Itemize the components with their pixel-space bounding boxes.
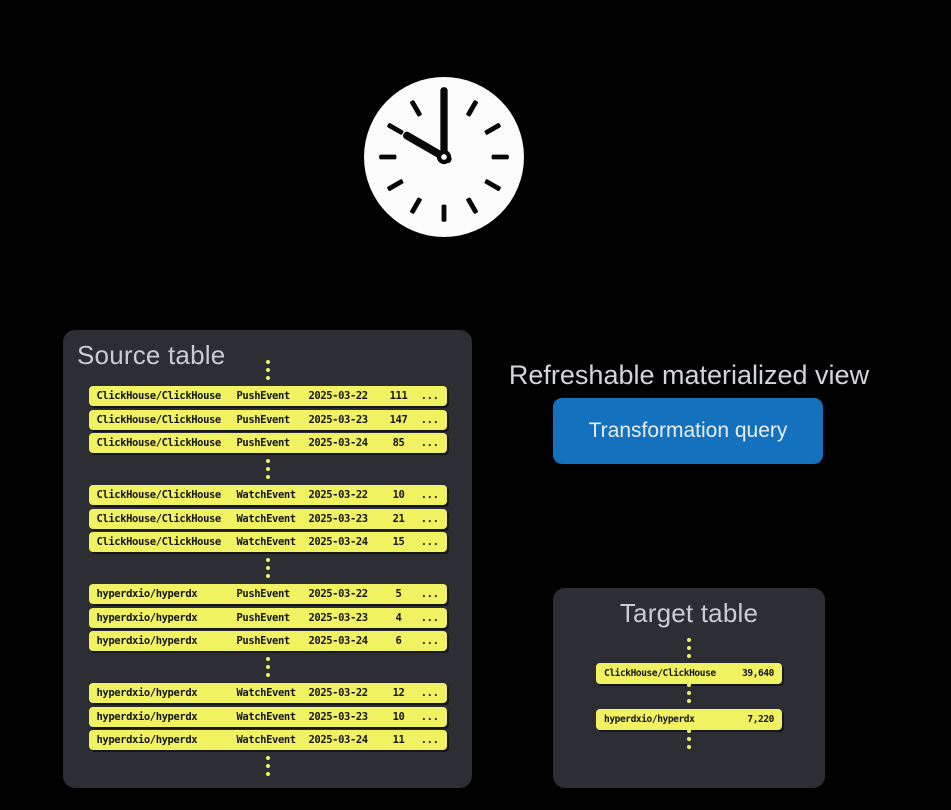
- cell-date: 2025-03-24: [308, 437, 369, 449]
- cell-date: 2025-03-22: [308, 489, 369, 501]
- materialized-view-label: Refreshable materialized view: [508, 360, 870, 390]
- ellipsis-dots: [687, 683, 691, 703]
- table-row: hyperdxio/hyperdx WatchEvent 2025-03-23 …: [88, 706, 447, 727]
- cell-count: 21: [392, 512, 405, 525]
- cell-date: 2025-03-22: [308, 390, 369, 402]
- cell-repo: ClickHouse/ClickHouse: [96, 390, 222, 402]
- ellipsis-dots: [265, 459, 270, 479]
- target-table-panel: Target table ClickHouse/ClickHouse 39,64…: [553, 588, 825, 788]
- table-row: hyperdxio/hyperdx WatchEvent 2025-03-22 …: [88, 683, 447, 703]
- ellipsis-dots: [265, 360, 270, 380]
- ellipsis-dots: [265, 657, 270, 677]
- cell-more: ...: [420, 536, 439, 548]
- cell-event: WatchEvent: [236, 687, 297, 699]
- cell-more: ...: [420, 611, 439, 624]
- ellipsis-dots: [265, 558, 270, 578]
- cell-more: ...: [420, 489, 439, 501]
- cell-event: WatchEvent: [236, 710, 297, 723]
- cell-repo: ClickHouse/ClickHouse: [96, 437, 222, 449]
- table-row: ClickHouse/ClickHouse WatchEvent 2025-03…: [88, 508, 447, 529]
- table-row: hyperdxio/hyperdx 7,220: [596, 709, 782, 730]
- cell-count: 11: [392, 734, 405, 746]
- cell-repo: hyperdxio/hyperdx: [96, 611, 198, 624]
- cell-date: 2025-03-23: [308, 413, 369, 426]
- cell-more: ...: [420, 588, 439, 600]
- cell-date: 2025-03-24: [308, 635, 369, 647]
- ellipsis-dots: [687, 638, 691, 658]
- table-row: hyperdxio/hyperdx WatchEvent 2025-03-24 …: [88, 730, 447, 750]
- cell-date: 2025-03-23: [308, 512, 369, 525]
- cell-date: 2025-03-24: [308, 734, 369, 746]
- cell-repo: hyperdxio/hyperdx: [96, 635, 198, 647]
- table-row: ClickHouse/ClickHouse PushEvent 2025-03-…: [88, 433, 447, 453]
- row-group-clickhouse-pushevent: ClickHouse/ClickHouse PushEvent 2025-03-…: [88, 386, 447, 453]
- cell-repo: ClickHouse/ClickHouse: [96, 512, 222, 525]
- cell-event: WatchEvent: [236, 536, 297, 548]
- cell-repo: ClickHouse/ClickHouse: [96, 536, 222, 548]
- cell-count: 147: [389, 413, 408, 426]
- cell-more: ...: [420, 390, 439, 402]
- cell-more: ...: [420, 413, 439, 426]
- source-table-rows: ClickHouse/ClickHouse PushEvent 2025-03-…: [63, 357, 472, 779]
- table-row: hyperdxio/hyperdx PushEvent 2025-03-23 4…: [88, 607, 447, 628]
- table-row: ClickHouse/ClickHouse 39,640: [596, 663, 782, 684]
- cell-repo: hyperdxio/hyperdx: [96, 710, 198, 723]
- cell-count: 15: [392, 536, 405, 548]
- cell-event: WatchEvent: [236, 512, 297, 525]
- cell-value: 7,220: [747, 714, 774, 725]
- table-row: ClickHouse/ClickHouse WatchEvent 2025-03…: [88, 485, 447, 505]
- source-table-title: Source table: [77, 340, 226, 370]
- cell-repo: hyperdxio/hyperdx: [604, 714, 695, 725]
- cell-count: 6: [395, 635, 402, 647]
- cell-event: PushEvent: [236, 413, 291, 426]
- cell-event: WatchEvent: [236, 489, 297, 501]
- transformation-query-button[interactable]: Transformation query: [553, 398, 823, 464]
- cell-date: 2025-03-23: [308, 611, 369, 624]
- table-row: ClickHouse/ClickHouse WatchEvent 2025-03…: [88, 532, 447, 552]
- cell-event: WatchEvent: [236, 734, 297, 746]
- cell-more: ...: [420, 734, 439, 746]
- cell-repo: ClickHouse/ClickHouse: [96, 413, 222, 426]
- cell-count: 4: [395, 611, 402, 624]
- cell-value: 39,640: [742, 668, 774, 679]
- cell-date: 2025-03-22: [308, 588, 369, 600]
- cell-event: PushEvent: [236, 437, 291, 449]
- table-row: hyperdxio/hyperdx PushEvent 2025-03-22 5…: [88, 584, 447, 604]
- cell-more: ...: [420, 512, 439, 525]
- cell-more: ...: [420, 437, 439, 449]
- cell-repo: hyperdxio/hyperdx: [96, 734, 198, 746]
- cell-more: ...: [420, 687, 439, 699]
- cell-event: PushEvent: [236, 588, 291, 600]
- row-group-hyperdx-watchevent: hyperdxio/hyperdx WatchEvent 2025-03-22 …: [88, 683, 447, 750]
- source-table-panel: Source table ClickHouse/ClickHouse PushE…: [63, 330, 472, 788]
- cell-date: 2025-03-23: [308, 710, 369, 723]
- cell-event: PushEvent: [236, 635, 291, 647]
- cell-event: PushEvent: [236, 611, 291, 624]
- cell-count: 85: [392, 437, 405, 449]
- cell-count: 12: [392, 687, 405, 699]
- row-group-hyperdx-pushevent: hyperdxio/hyperdx PushEvent 2025-03-22 5…: [88, 584, 447, 651]
- table-row: ClickHouse/ClickHouse PushEvent 2025-03-…: [88, 409, 447, 430]
- ellipsis-dots: [265, 756, 270, 776]
- target-table-rows: ClickHouse/ClickHouse 39,640 hyperdxio/h…: [553, 629, 825, 752]
- cell-date: 2025-03-24: [308, 536, 369, 548]
- target-table-title: Target table: [619, 598, 759, 628]
- cell-repo: hyperdxio/hyperdx: [96, 687, 198, 699]
- cell-count: 10: [392, 489, 405, 501]
- cell-more: ...: [420, 635, 439, 647]
- cell-repo: ClickHouse/ClickHouse: [604, 668, 716, 679]
- row-group-clickhouse-watchevent: ClickHouse/ClickHouse WatchEvent 2025-03…: [88, 485, 447, 552]
- cell-count: 111: [389, 390, 408, 402]
- clock-icon: [364, 77, 524, 237]
- cell-repo: hyperdxio/hyperdx: [96, 588, 198, 600]
- cell-count: 5: [395, 588, 402, 600]
- cell-date: 2025-03-22: [308, 687, 369, 699]
- cell-event: PushEvent: [236, 390, 291, 402]
- ellipsis-dots: [687, 729, 691, 749]
- cell-repo: ClickHouse/ClickHouse: [96, 489, 222, 501]
- table-row: hyperdxio/hyperdx PushEvent 2025-03-24 6…: [88, 631, 447, 651]
- cell-more: ...: [420, 710, 439, 723]
- cell-count: 10: [392, 710, 405, 723]
- table-row: ClickHouse/ClickHouse PushEvent 2025-03-…: [88, 386, 447, 406]
